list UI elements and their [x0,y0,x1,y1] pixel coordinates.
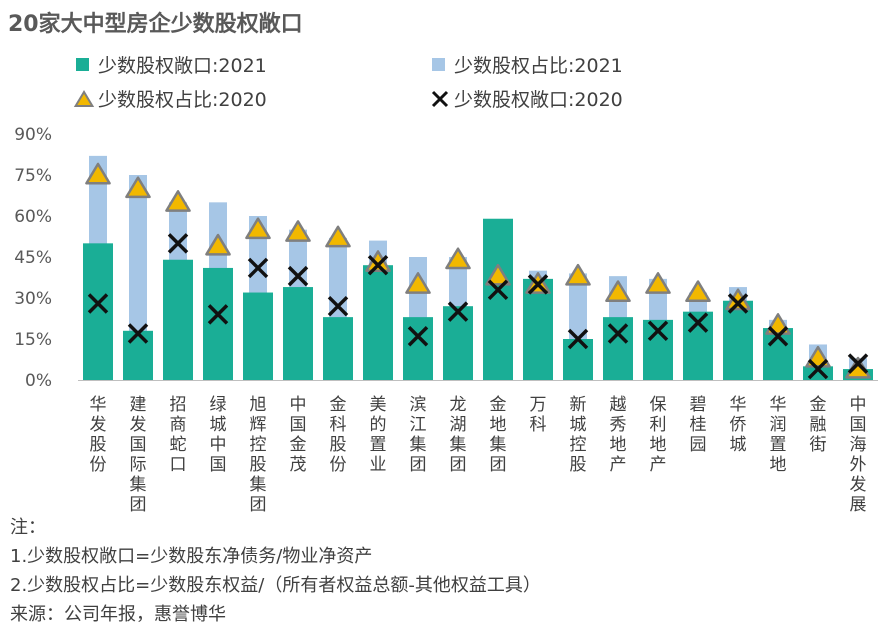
marker-share-2020 [405,272,431,294]
x-tick-label: 旭辉控股集团 [250,395,267,515]
legend-swatch-share-2021 [432,58,445,71]
bar-exposure-2021 [363,265,393,380]
bar-exposure-2021 [243,292,273,380]
marker-exposure-2020 [647,320,669,342]
x-tick-label: 保利地产 [650,395,667,475]
x-tick-label: 金科股份 [330,395,347,475]
legend-label: 少数股权敞口:2020 [454,89,623,111]
y-tick-label: 0% [25,371,52,391]
x-tick-label: 金地集团 [490,395,507,475]
legend-label: 少数股权敞口:2021 [98,55,267,77]
bar-exposure-2021 [603,317,633,380]
legend: 少数股权敞口:2021 少数股权占比:2021 少数股权占比:2020 少数股权敞口:… [73,55,623,111]
bar-exposure-2021 [323,317,353,380]
x-tick-label: 美的置业 [370,395,387,475]
bar-exposure-2021 [523,278,553,380]
marker-share-2020 [125,176,151,199]
x-tick-label: 滨江集团 [410,395,427,475]
x-tick-label: 碧桂园 [690,395,707,455]
marker-exposure-2020 [247,257,269,279]
x-tick-label: 华发股份 [90,395,107,475]
marker-exposure-2020 [327,295,349,317]
marker-share-2020 [85,162,111,185]
note-heading: 注： [10,517,46,538]
marker-share-2020 [645,272,671,294]
x-tick-label: 新城控股 [570,395,587,475]
y-tick-label: 30% [14,289,52,309]
bar-exposure-2021 [723,300,753,380]
legend-label: 少数股权占比:2020 [98,89,267,111]
legend-label: 少数股权占比:2021 [454,55,623,77]
marker-share-2020 [165,190,191,212]
x-tick-label: 中国海外发展 [850,395,867,515]
bar-exposure-2021 [123,330,153,380]
bar-exposure-2021 [83,243,113,380]
footnotes: 注： 1.少数股权敞口=少数股东净债务/物业净资产 2.少数股权占比=少数股东权… [10,513,541,629]
marker-exposure-2020 [767,326,789,347]
note-definition-share: 2.少数股权占比=少数股东权益/（所有者权益总额-其他权益工具） [10,575,541,596]
marker-exposure-2020 [847,353,869,374]
legend-marker-exposure-2020 [431,90,449,108]
chart-title: 20家大中型房企少数股权敞口 [8,12,303,37]
bar-exposure-2021 [403,317,433,380]
y-tick-label: 45% [14,248,52,268]
marker-exposure-2020 [127,323,149,344]
marker-exposure-2020 [87,293,109,314]
x-tick-label: 龙湖集团 [450,395,467,475]
marker-exposure-2020 [687,312,709,333]
x-tick-label: 越秀地产 [610,395,627,475]
x-tick-label: 华侨城 [730,395,747,455]
y-axis: 0% 15% 30% 45% 60% 75% 90% [14,125,52,391]
x-tick-label: 绿城中国 [210,395,227,475]
marker-share-2020 [445,247,471,270]
marker-exposure-2020 [287,265,309,287]
bar-exposure-2021 [443,306,473,380]
x-tick-label: 招商蛇口 [170,395,187,475]
marker-share-2020 [205,233,231,256]
marker-exposure-2020 [167,233,189,254]
marker-exposure-2020 [407,326,429,347]
marker-exposure-2020 [727,293,749,314]
exposure-2020-markers [87,233,869,380]
bar-exposure-2021 [563,339,593,380]
y-tick-label: 15% [14,330,52,350]
marker-exposure-2020 [207,304,229,325]
legend-swatch-exposure-2021 [76,58,89,71]
bar-exposure-2021 [203,267,233,380]
marker-share-2020 [605,280,631,303]
y-tick-label: 75% [14,166,52,186]
x-tick-label: 中国金茂 [290,395,307,475]
note-definition-exposure: 1.少数股权敞口=少数股东净债务/物业净资产 [10,546,373,567]
marker-exposure-2020 [367,254,389,276]
x-tick-label: 金融街 [810,395,827,455]
marker-exposure-2020 [807,358,829,380]
bar-exposure-2021 [163,259,193,380]
legend-marker-share-2020 [73,90,95,107]
marker-exposure-2020 [447,301,469,322]
marker-exposure-2020 [487,279,509,301]
source-note: 来源：公司年报，惠誉博华 [10,604,226,625]
bar-exposure-2021 [283,287,313,380]
x-tick-label: 万科 [530,395,547,435]
marker-exposure-2020 [567,328,589,350]
marker-share-2020 [245,217,271,240]
x-tick-label: 建发国际集团 [130,395,147,515]
marker-share-2020 [565,263,591,286]
marker-exposure-2020 [607,323,629,344]
x-axis: 华发股份 建发国际集团 招商蛇口 绿城中国 旭辉控股集团 中国金茂 金科股份 美的置业 滨江集团… [78,380,878,515]
marker-exposure-2020 [527,274,549,295]
y-tick-label: 60% [14,207,52,227]
y-tick-label: 90% [14,125,52,145]
exposure-2021-bars [83,218,873,380]
bar-exposure-2021 [483,218,513,380]
marker-share-2020 [285,220,311,242]
marker-share-2020 [485,263,511,286]
x-tick-label: 华润置地 [770,395,787,475]
marker-share-2020 [685,280,711,303]
marker-share-2020 [325,225,351,248]
